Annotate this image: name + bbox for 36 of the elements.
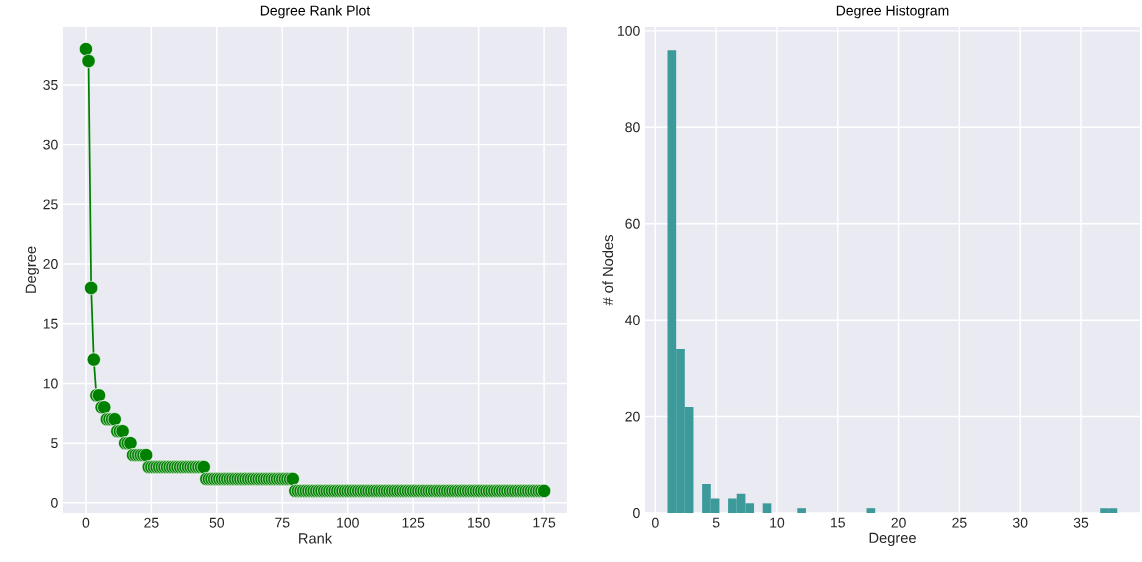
x-tick-label: 175 bbox=[533, 517, 556, 528]
y-tick-label: 30 bbox=[43, 139, 58, 150]
x-tick-label: 35 bbox=[1073, 517, 1089, 528]
x-tick-label: 150 bbox=[468, 517, 490, 528]
y-tick-label: 35 bbox=[43, 79, 58, 90]
chart-title: Degree Histogram bbox=[836, 5, 949, 19]
x-tick-label: 0 bbox=[652, 517, 659, 528]
y-tick-label: 20 bbox=[625, 411, 640, 422]
x-tick-label: 15 bbox=[831, 517, 845, 528]
x-tick-label: 10 bbox=[770, 517, 785, 528]
y-tick-label: 25 bbox=[43, 199, 58, 210]
y-tick-label: 60 bbox=[625, 218, 640, 229]
y-tick-label: 0 bbox=[51, 497, 58, 508]
y-tick-label: 100 bbox=[618, 25, 640, 36]
x-tick-label: 25 bbox=[144, 517, 159, 528]
y-tick-label: 0 bbox=[633, 508, 640, 518]
x-axis-title: Rank bbox=[299, 532, 333, 544]
y-tick-label: 15 bbox=[43, 318, 58, 329]
x-tick-label: 75 bbox=[275, 517, 290, 528]
x-tick-label: 125 bbox=[402, 517, 425, 528]
y-axis-title: Degree bbox=[25, 246, 39, 293]
y-tick-label: 20 bbox=[43, 259, 58, 269]
y-tick-label: 80 bbox=[625, 122, 640, 133]
x-tick-label: 50 bbox=[209, 517, 225, 528]
y-axis-title: # of Nodes bbox=[602, 235, 614, 306]
y-tick-label: 40 bbox=[625, 315, 640, 326]
chart-title: Degree Rank Plot bbox=[260, 5, 371, 19]
x-axis-title: Degree bbox=[869, 532, 916, 546]
x-tick-label: 30 bbox=[1012, 517, 1028, 528]
x-tick-label: 100 bbox=[337, 517, 359, 528]
y-tick-label: 5 bbox=[51, 438, 58, 449]
y-tick-label: 10 bbox=[43, 378, 58, 389]
x-tick-label: 0 bbox=[82, 517, 90, 528]
x-tick-label: 20 bbox=[891, 517, 906, 528]
x-tick-label: 25 bbox=[952, 517, 967, 528]
x-tick-label: 5 bbox=[712, 517, 720, 528]
